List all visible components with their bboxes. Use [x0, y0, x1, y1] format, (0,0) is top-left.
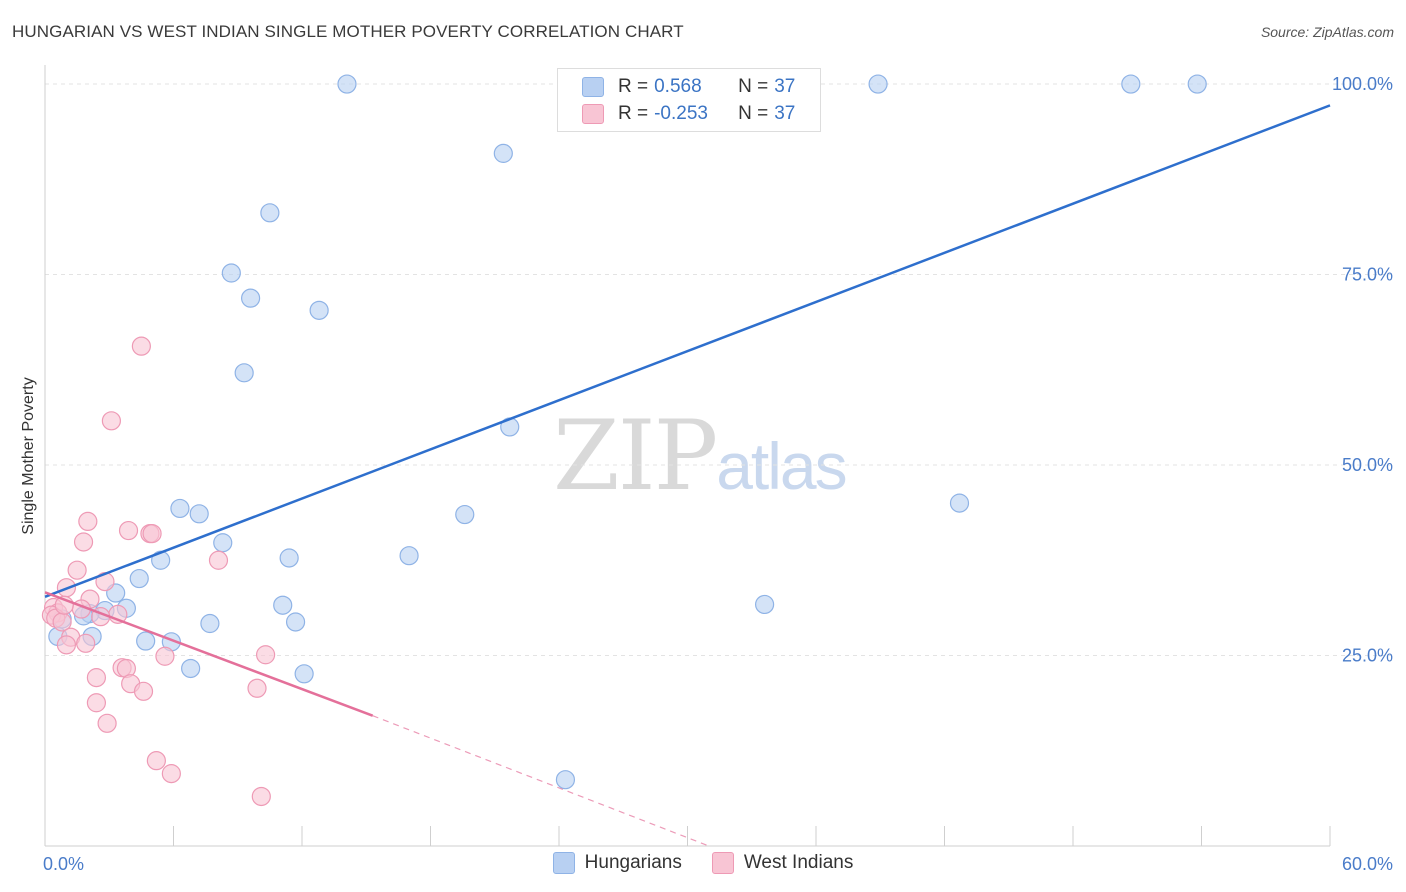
west-indian-point	[56, 635, 77, 655]
west-indian-point	[155, 646, 175, 666]
legend-swatch-hungarians	[552, 852, 575, 874]
west-indians-trend-extension	[372, 715, 710, 847]
west-indian-point	[86, 693, 107, 713]
west-indian-point	[118, 520, 139, 541]
y-tick-label: 100.0%	[1332, 74, 1393, 94]
hungarian-point	[170, 498, 190, 519]
hungarian-point	[213, 533, 233, 553]
west-indian-point	[73, 532, 94, 552]
hungarian-point	[273, 595, 293, 615]
hungarian-point	[949, 493, 970, 513]
legend-n-value: 37	[774, 76, 796, 97]
series-legend: Hungarians West Indians	[0, 852, 1406, 874]
hungarians-trend-line	[44, 104, 1331, 599]
hungarian-point	[754, 594, 775, 615]
west-indian-point	[255, 645, 276, 665]
west-indians-trend-line	[44, 591, 374, 717]
hungarian-point	[337, 74, 357, 94]
legend-label-west-indians: West Indians	[743, 852, 854, 873]
legend-swatch-blue	[582, 77, 604, 97]
hungarian-point	[136, 631, 156, 651]
legend-swatch-pink	[582, 104, 604, 124]
west-indian-point	[67, 560, 87, 580]
hungarian-point	[189, 504, 209, 524]
hungarian-point	[309, 300, 329, 320]
west-indian-point	[251, 786, 271, 807]
x-tick-label: 0.0%	[43, 854, 84, 874]
west-indian-point	[131, 336, 151, 356]
hungarian-point	[200, 613, 220, 634]
west-indian-point	[208, 550, 229, 570]
source-label: Source: ZipAtlas.com	[1260, 24, 1394, 40]
correlation-legend: R = 0.568 N = 37 R = -0.253 N = 37	[557, 68, 821, 132]
watermark-atlas: atlas	[716, 429, 847, 503]
hungarian-point	[234, 363, 254, 383]
hungarian-point	[285, 612, 306, 632]
hungarian-point	[294, 664, 314, 684]
west-indian-point	[101, 411, 121, 431]
y-tick-label: 75.0%	[1342, 265, 1393, 285]
hungarian-point	[151, 550, 171, 570]
west-indian-point	[86, 668, 107, 688]
hungarian-point	[868, 74, 888, 94]
west-indian-point	[97, 713, 117, 733]
legend-n-label: N =	[738, 76, 769, 97]
hungarian-point	[260, 203, 280, 223]
hungarian-point	[221, 263, 241, 283]
legend-n-value: 37	[774, 103, 796, 124]
legend-swatch-west-indians	[711, 852, 734, 874]
legend-item-hungarians[interactable]: Hungarians	[552, 852, 682, 874]
legend-r-label: R =	[618, 103, 649, 124]
hungarian-point	[1121, 74, 1141, 94]
chart-title: HUNGARIAN VS WEST INDIAN SINGLE MOTHER P…	[12, 22, 684, 41]
legend-r-value: 0.568	[654, 76, 702, 97]
west-indian-point	[146, 751, 166, 771]
hungarian-point	[455, 504, 475, 525]
west-indian-point	[78, 511, 98, 532]
watermark: ZIPatlas	[553, 400, 848, 512]
west-indian-point	[133, 681, 154, 701]
west-indian-point	[76, 633, 96, 653]
hungarian-point	[129, 568, 149, 589]
west-indian-point	[142, 523, 162, 544]
hungarian-point	[181, 658, 201, 679]
legend-row-hungarians: R = 0.568 N = 37	[582, 75, 795, 99]
legend-label-hungarians: Hungarians	[584, 852, 682, 873]
west-indian-point	[247, 678, 267, 698]
legend-n-label: N =	[738, 103, 769, 124]
legend-r-value: -0.253	[654, 103, 708, 124]
hungarian-point	[555, 770, 576, 790]
watermark-zip: ZIP	[553, 400, 718, 512]
y-tick-label: 25.0%	[1342, 646, 1393, 666]
hungarian-point	[241, 288, 261, 308]
hungarian-point	[493, 143, 513, 163]
legend-row-west-indians: R = -0.253 N = 37	[582, 102, 795, 126]
west-indian-point	[161, 764, 181, 784]
legend-item-west-indians[interactable]: West Indians	[711, 852, 854, 874]
y-axis-label: Single Mother Poverty	[20, 377, 37, 535]
y-tick-label: 50.0%	[1342, 455, 1393, 475]
hungarian-point	[279, 548, 299, 568]
hungarian-point	[1187, 74, 1207, 94]
x-tick-label: 60.0%	[1342, 854, 1393, 874]
hungarian-point	[399, 546, 419, 566]
legend-r-label: R =	[618, 76, 649, 97]
